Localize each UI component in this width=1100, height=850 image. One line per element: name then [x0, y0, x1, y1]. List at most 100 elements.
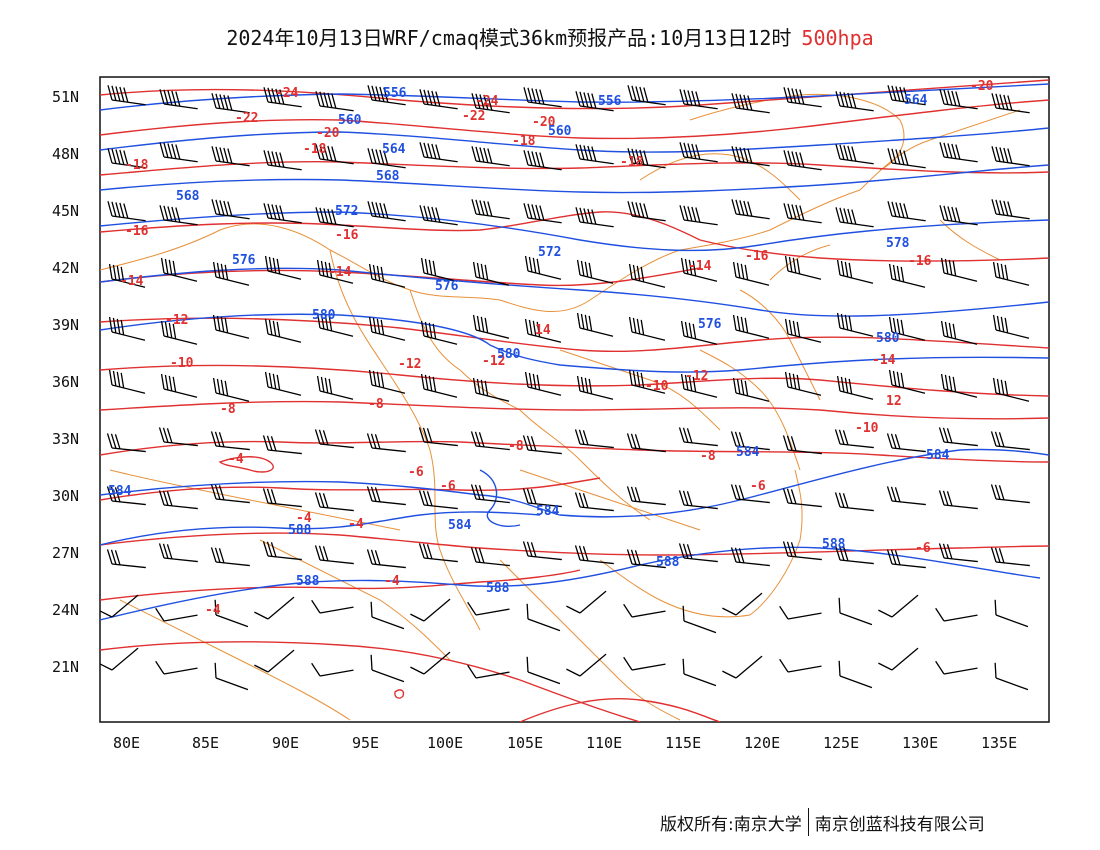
- wind-barb-feather: [267, 203, 273, 219]
- longitude-tick-label: 125E: [823, 734, 859, 752]
- wind-barb-feather: [374, 550, 381, 566]
- wind-barb-feather: [636, 318, 641, 335]
- wind-barb-shaft: [267, 502, 302, 508]
- temperature-label: -4: [205, 603, 221, 618]
- height-label: 568: [176, 189, 200, 204]
- wind-barb-feather: [683, 89, 689, 105]
- wind-barb-shaft: [787, 386, 822, 396]
- wind-barb-feather: [223, 94, 229, 110]
- wind-barb-shaft: [371, 669, 405, 683]
- latitude-tick-label: 33N: [52, 430, 79, 448]
- wind-barb-feather: [331, 146, 337, 162]
- wind-barb-shaft: [527, 270, 562, 280]
- wind-barb-shaft: [787, 449, 822, 455]
- wind-barb-feather: [580, 376, 585, 393]
- wind-barb-feather: [110, 549, 117, 565]
- wind-barb-shaft: [111, 647, 139, 671]
- wind-barb-shaft: [579, 506, 614, 512]
- wind-barb-feather: [796, 258, 801, 275]
- wind-barb-feather: [732, 261, 737, 278]
- temperature-label: -24: [475, 94, 499, 109]
- copyright-text: 版权所有:南京大学: [660, 814, 802, 835]
- wind-barb-feather: [110, 486, 117, 502]
- wind-barb-feather: [112, 370, 117, 387]
- wind-barb-feather: [418, 427, 425, 443]
- wind-barb-shaft: [839, 105, 874, 112]
- wind-barbs: [100, 85, 1030, 691]
- wind-barb-feather: [582, 546, 589, 562]
- wind-barb-feather: [322, 546, 329, 562]
- wind-barb-feather: [782, 488, 789, 504]
- wind-barb-feather: [839, 144, 845, 160]
- wind-barb-feather: [792, 257, 797, 274]
- wind-barb-feather: [579, 207, 585, 223]
- wind-barb-feather: [588, 378, 593, 395]
- height-label: 584: [736, 445, 760, 460]
- wind-barb-feather: [1004, 317, 1009, 334]
- wind-barb-feather: [319, 207, 325, 223]
- wind-barb-shaft: [735, 276, 770, 286]
- wind-barb-feather: [172, 376, 177, 393]
- wind-barb-feather: [428, 375, 433, 392]
- wind-barb-feather: [691, 143, 697, 159]
- wind-barb-feather: [419, 142, 425, 158]
- wind-barb-feather: [744, 380, 749, 397]
- wind-barb-feather: [938, 427, 945, 443]
- wind-barb-feather: [947, 143, 953, 159]
- wind-barb-feather: [471, 199, 477, 215]
- wind-barb-feather: [115, 86, 121, 102]
- wind-barb-feather: [948, 375, 953, 392]
- temperature-label: -14: [328, 265, 352, 280]
- wind-barb-shaft: [319, 105, 354, 112]
- wind-barb-feather: [212, 377, 217, 394]
- wind-barb-shaft: [371, 616, 405, 630]
- wind-barb-feather: [372, 317, 377, 334]
- wind-barb-feather: [366, 549, 373, 565]
- wind-barb-shaft: [579, 327, 614, 337]
- wind-barb-shaft: [995, 498, 1030, 504]
- wind-barb-feather: [107, 201, 113, 217]
- wind-barb-feather: [630, 549, 637, 565]
- wind-barb-shaft: [631, 447, 666, 453]
- wind-barb-feather: [695, 144, 701, 160]
- wind-barb-feather: [159, 89, 165, 105]
- wind-barb-feather: [316, 375, 321, 392]
- wind-barb-feather: [935, 660, 945, 675]
- wind-barb-feather: [895, 86, 901, 102]
- wind-barb-shaft: [683, 388, 718, 398]
- wind-barb-feather: [426, 428, 433, 444]
- wind-barb-feather: [487, 148, 493, 164]
- wind-barb-feather: [643, 87, 649, 103]
- wind-barb-feather: [886, 486, 893, 502]
- wind-barb-feather: [210, 547, 217, 563]
- wind-barb-feather: [635, 202, 641, 218]
- wind-barb-feather: [998, 432, 1005, 448]
- wind-barb-feather: [1007, 95, 1013, 111]
- wind-barb-shaft: [475, 213, 510, 220]
- wind-barb-feather: [527, 150, 533, 166]
- wind-barb-feather: [227, 95, 233, 111]
- wind-barb-feather: [896, 371, 901, 388]
- wind-barb-feather: [224, 264, 229, 281]
- wind-barb-shaft: [527, 386, 562, 396]
- wind-barb-shaft: [267, 386, 302, 396]
- wind-barb-feather: [935, 607, 945, 622]
- wind-barb-feather: [164, 321, 169, 338]
- boundary-lines: [100, 93, 1021, 721]
- wind-barb-shaft: [267, 217, 302, 224]
- wind-barb-shaft: [527, 449, 562, 455]
- wind-barb-feather: [639, 149, 645, 165]
- wind-barb-feather: [162, 490, 169, 506]
- latitude-tick-label: 42N: [52, 259, 79, 277]
- wind-barb-shaft: [631, 99, 666, 106]
- wind-barb-feather: [951, 143, 957, 159]
- wind-barb-shaft: [683, 557, 718, 563]
- wind-barb-feather: [678, 543, 685, 559]
- wind-barb-feather: [163, 89, 169, 105]
- wind-barb-feather: [947, 206, 953, 222]
- wind-barb-shaft: [839, 274, 874, 284]
- wind-barb-feather: [270, 436, 277, 452]
- wind-barb-feather: [214, 547, 221, 563]
- wind-barb-feather: [576, 312, 581, 329]
- temperature-label: -18: [620, 155, 644, 170]
